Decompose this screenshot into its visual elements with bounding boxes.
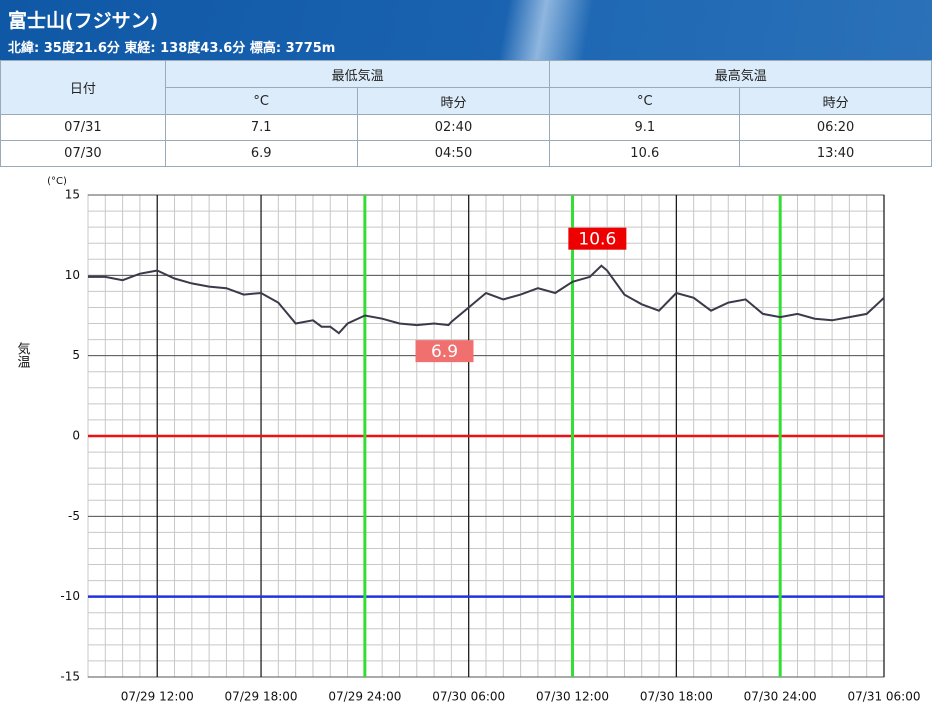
- cell: 10.6: [549, 140, 741, 167]
- x-tick-label: 07/29 12:00: [121, 690, 194, 704]
- annotation-label: 6.9: [431, 342, 458, 362]
- annotation-box: [415, 340, 474, 363]
- header-cell: 最低気温: [164, 60, 551, 88]
- subheader-cell: 時分: [739, 87, 932, 115]
- x-tick-label: 07/30 12:00: [536, 690, 609, 704]
- x-tick-label: 07/29 24:00: [328, 690, 401, 704]
- cell: 7.1: [164, 114, 358, 141]
- annotation-box: [568, 227, 627, 250]
- subtitle: 北緯: 35度21.6分 東経: 138度43.6分 標高: 3775m: [8, 41, 336, 56]
- y-axis-label: 気温: [15, 341, 31, 368]
- summary-table: 日付 最低気温 最高気温 °C 時分 °C 時分 07/31 7.1 02:40 9.…: [0, 60, 932, 167]
- y-tick-label: 5: [72, 348, 80, 362]
- y-tick-label: 15: [65, 188, 80, 202]
- cell: 13:40: [739, 140, 932, 167]
- title: 富士山(フジサン): [8, 10, 159, 32]
- cell: 07/31: [0, 114, 166, 141]
- y-tick-label: -15: [60, 670, 80, 684]
- y-tick-label: 0: [72, 429, 80, 443]
- temperature-line: [88, 264, 885, 335]
- x-tick-label: 07/30 18:00: [640, 690, 713, 704]
- cell: 04:50: [356, 140, 551, 167]
- y-tick-label: -5: [68, 509, 80, 523]
- header-cell: 最高気温: [549, 60, 932, 88]
- cell: 07/30: [0, 140, 166, 167]
- chart: (°C) 気温 -15 -10 -5 0 5 10 15 07/29 12:00 07/29 1…: [15, 176, 921, 704]
- x-tick-label: 07/29 18:00: [225, 690, 298, 704]
- header: 富士山(フジサン) 北緯: 35度21.6分 東経: 138度43.6分 標高:…: [0, 0, 932, 60]
- y-tick-label: 10: [65, 268, 80, 282]
- x-tick-label: 07/31 06:00: [848, 690, 921, 704]
- y-tick-label: -10: [60, 589, 80, 603]
- cell: 02:40: [356, 114, 551, 141]
- unit-label: (°C): [47, 176, 67, 187]
- cell: 06:20: [739, 114, 932, 141]
- header-cell: 日付: [0, 60, 166, 115]
- annotation-label: 10.6: [578, 230, 616, 250]
- subheader-cell: °C: [549, 87, 741, 115]
- subheader-cell: °C: [164, 87, 358, 115]
- x-tick-label: 07/30 24:00: [744, 690, 817, 704]
- cell: 9.1: [549, 114, 741, 141]
- cell: 6.9: [164, 140, 358, 167]
- subheader-cell: 時分: [356, 87, 551, 115]
- x-tick-label: 07/30 06:00: [432, 690, 505, 704]
